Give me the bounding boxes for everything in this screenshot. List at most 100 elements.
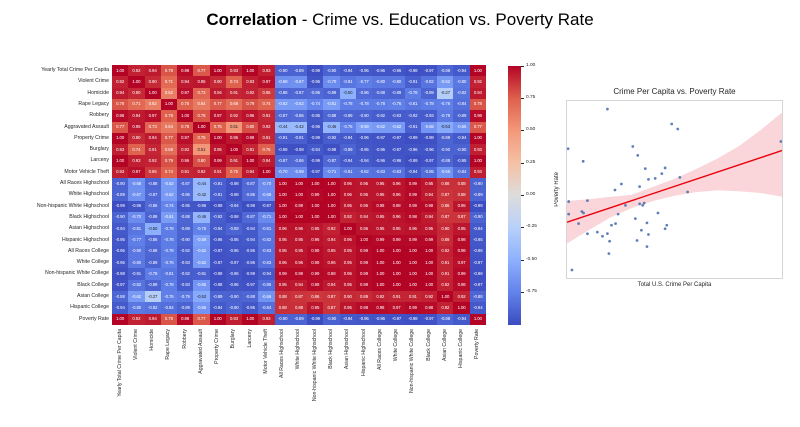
heatmap-col-label: Property Crime (214, 329, 221, 364)
heatmap-cell: -0.97 (388, 313, 405, 325)
heatmap-cell: 1.00 (144, 87, 161, 99)
heatmap-cell: -0.95 (355, 313, 373, 325)
scatter-point (643, 167, 647, 171)
scatter-point (645, 245, 649, 249)
heatmap-cell: 1.00 (420, 245, 438, 258)
heatmap-cell: -0.75 (193, 223, 210, 235)
heatmap-cell: -0.96 (307, 121, 324, 133)
heatmap-cell: 0.95 (225, 132, 243, 145)
heatmap-cell: 0.92 (323, 223, 340, 235)
scatter-point (665, 223, 669, 227)
heatmap-cell: -0.50 (144, 223, 161, 235)
heatmap-cell: -0.88 (437, 65, 454, 77)
heatmap-cell: 0.95 (128, 121, 145, 133)
heatmap-cell: 0.77 (193, 313, 210, 325)
heatmap-cell: -0.94 (242, 234, 259, 246)
heatmap-row-label: All Races Highschool (59, 180, 109, 187)
heatmap-cell: 0.51 (193, 144, 210, 156)
heatmap-cell: -0.76 (388, 98, 405, 111)
heatmap-cell: 0.98 (177, 65, 194, 77)
heatmap-cell: -0.82 (420, 76, 438, 88)
heatmap-cell: 0.91 (404, 291, 421, 303)
heatmap-cell: 0.71 (160, 76, 178, 88)
heatmap-cell: 1.00 (274, 189, 291, 201)
heatmap-cell: -0.77 (128, 234, 145, 246)
heatmap-cell: 1.00 (128, 76, 145, 88)
colorbar-tick-label: 0.00 (526, 192, 536, 198)
heatmap-cell: 0.90 (128, 87, 145, 99)
heatmap-cell: 1.00 (225, 144, 243, 156)
heatmap-cell: -0.89 (144, 211, 161, 224)
heatmap-cell: -0.87 (144, 189, 161, 201)
heatmap-cell: 0.95 (372, 189, 389, 201)
heatmap-cell: 0.96 (177, 155, 194, 167)
heatmap-cell: -0.96 (388, 65, 405, 77)
heatmap-cell: -0.80 (128, 245, 145, 258)
heatmap-row-label: Rape Legacy (78, 100, 109, 107)
heatmap-cell: -0.96 (469, 245, 486, 258)
heatmap-cell: 0.98 (453, 279, 470, 292)
heatmap-cell: 0.94 (355, 211, 373, 224)
heatmap-cell: -0.82 (453, 87, 470, 99)
page-title: Correlation - Crime vs. Education vs. Po… (0, 10, 800, 30)
heatmap-cell: -0.70 (258, 178, 275, 190)
heatmap-cell: -0.84 (160, 302, 178, 314)
heatmap-cell: -0.81 (258, 223, 275, 235)
heatmap-cell: -0.83 (388, 166, 405, 179)
scatter-point (647, 178, 650, 181)
heatmap-cell: -0.62 (274, 98, 291, 111)
heatmap-cell: 0.87 (323, 291, 340, 303)
heatmap-cell: -0.84 (453, 166, 470, 179)
heatmap-row-label: Burglary (89, 146, 109, 153)
heatmap-cell: -0.88 (469, 291, 486, 303)
heatmap-col-label: All Races Highschool (279, 329, 286, 379)
heatmap-cell: 0.89 (355, 291, 373, 303)
heatmap-cell: -0.93 (388, 110, 405, 122)
scatter-point (586, 232, 589, 236)
heatmap-cell: -0.99 (404, 132, 421, 145)
heatmap-cell: -0.96 (112, 257, 129, 269)
heatmap-cell: -0.92 (177, 245, 194, 258)
heatmap-cell: 0.99 (355, 268, 373, 280)
heatmap-cell: -0.92 (209, 211, 226, 224)
heatmap-cell: 0.94 (469, 87, 486, 99)
scatter-point (633, 217, 637, 221)
scatter-point (635, 239, 639, 242)
heatmap-cell: -0.98 (469, 268, 486, 280)
heatmap-col-label: White College (393, 329, 400, 362)
colorbar-tick: -0.25 (521, 225, 537, 230)
heatmap-cell: -0.87 (323, 155, 340, 167)
heatmap-cell: -0.94 (209, 223, 226, 235)
heatmap-cell: 0.92 (177, 144, 194, 156)
scatter-point (660, 172, 664, 175)
heatmap-cell: 0.95 (274, 234, 291, 246)
heatmap-cell: -0.98 (290, 144, 308, 156)
heatmap-cell: -0.98 (404, 313, 421, 325)
heatmap-cell: -0.87 (242, 211, 259, 224)
heatmap-cell: 0.91 (388, 291, 405, 303)
heatmap-cell: 0.92 (469, 76, 486, 88)
heatmap-cell: -0.98 (404, 65, 421, 77)
scatter-point (663, 227, 667, 231)
heatmap-cell: -0.95 (177, 200, 194, 212)
heatmap-cell: -0.82 (258, 234, 275, 246)
heatmap-row-label: White Highschool (68, 191, 109, 198)
heatmap-cell: -0.53 (193, 291, 210, 303)
heatmap-cell: -0.78 (160, 234, 178, 246)
heatmap-cell: -0.79 (177, 291, 194, 303)
heatmap-cell: 0.92 (144, 155, 161, 167)
heatmap-cell: -0.87 (274, 110, 291, 122)
heatmap-cell: -0.78 (160, 223, 178, 235)
heatmap-cell: 0.88 (290, 302, 308, 314)
heatmap-cell: 0.98 (388, 200, 405, 212)
heatmap-cell: 0.98 (323, 268, 340, 280)
heatmap-cell: 1.00 (404, 245, 421, 258)
heatmap-cell: 0.95 (274, 245, 291, 258)
colorbar-tick: 0.00 (521, 192, 536, 198)
heatmap-cell: -0.91 (209, 178, 226, 190)
scatter-point (631, 145, 635, 148)
heatmap-cell: -0.96 (388, 155, 405, 167)
heatmap-cell: -0.85 (420, 166, 438, 179)
heatmap-cell: 0.95 (339, 279, 356, 292)
heatmap-cell: -0.76 (160, 291, 178, 303)
